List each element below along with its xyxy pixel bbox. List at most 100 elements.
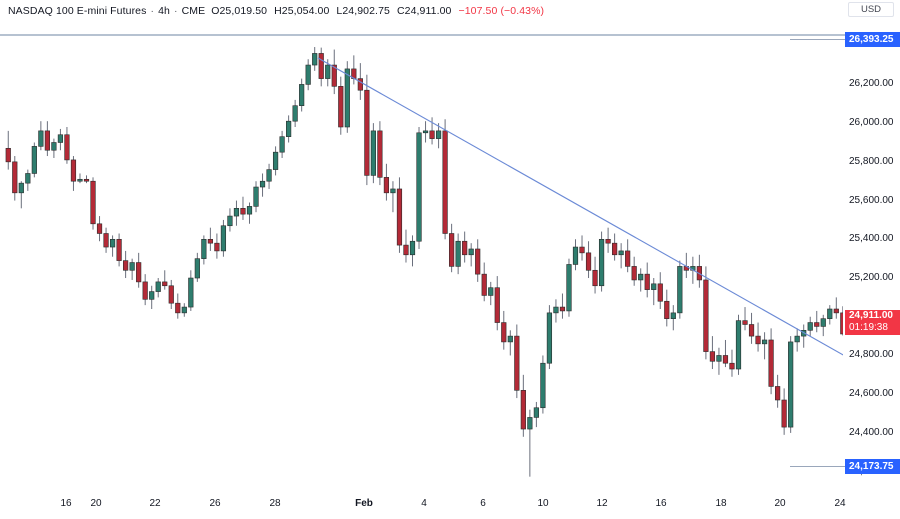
candle-body xyxy=(657,283,663,302)
candle-body xyxy=(201,238,207,259)
candle-body xyxy=(507,335,513,343)
candle-body xyxy=(292,105,298,122)
candle-body xyxy=(775,386,781,401)
last-price-badge[interactable]: 24,911.00 01:19:38 xyxy=(845,309,900,335)
candle-body xyxy=(25,173,31,184)
candle-body xyxy=(220,225,227,252)
candle-body xyxy=(279,136,285,153)
candle-body xyxy=(442,130,448,234)
candle-body xyxy=(625,250,631,267)
time-axis[interactable]: 16 20 22 26 28 Feb 4 6 10 12 16 18 20 24 xyxy=(0,491,846,519)
candle-body xyxy=(781,399,787,428)
candle-body xyxy=(96,223,103,234)
chart-legend: NASDAQ 100 E-mini Futures · 4h · CME O25… xyxy=(8,3,544,19)
candle-body xyxy=(807,322,813,331)
chart-plot-area[interactable] xyxy=(0,36,843,491)
time-tick: 16 xyxy=(655,498,667,509)
candle-body xyxy=(390,188,396,194)
price-tick: 24,800.00 xyxy=(849,349,894,361)
candle-body xyxy=(364,89,370,176)
candle-body xyxy=(449,233,455,267)
time-tick: Feb xyxy=(355,498,373,509)
candle-body xyxy=(520,390,526,430)
candle-body xyxy=(788,341,794,428)
candle-body xyxy=(155,281,161,292)
time-tick: 4 xyxy=(421,498,427,509)
candle-body xyxy=(527,417,533,430)
candle-body xyxy=(827,308,833,319)
candle-body xyxy=(592,269,598,287)
candle-body xyxy=(370,130,376,176)
candle-body xyxy=(755,335,761,345)
candle-body xyxy=(833,308,839,314)
price-axis[interactable]: 26,200.00 26,000.00 25,800.00 25,600.00 25,4… xyxy=(843,18,900,491)
candle-body xyxy=(742,320,748,325)
candle-body xyxy=(344,68,350,128)
candle-body xyxy=(716,355,722,362)
candle-body xyxy=(722,355,729,364)
candle-body xyxy=(312,53,318,66)
price-change-label: −107.50 (−0.43%) xyxy=(458,5,545,17)
candle-body xyxy=(403,244,409,256)
time-tick: 24 xyxy=(834,498,846,509)
candle-body xyxy=(44,130,50,151)
candle-body xyxy=(377,130,383,178)
symbol-name[interactable]: NASDAQ 100 E-mini Futures xyxy=(8,5,147,17)
candle-body xyxy=(18,182,24,194)
candle-body xyxy=(286,120,292,137)
header-divider xyxy=(0,34,900,36)
time-tick: 10 xyxy=(537,498,549,509)
candle-body xyxy=(651,283,657,290)
candle-body xyxy=(618,250,624,256)
candle-body xyxy=(253,186,259,207)
candle-body xyxy=(175,302,181,314)
candle-body xyxy=(272,151,279,170)
candle-body xyxy=(240,208,246,215)
candle-body xyxy=(585,252,592,271)
price-tick: 25,600.00 xyxy=(849,194,894,206)
candle-body xyxy=(481,273,487,296)
candle-body xyxy=(579,246,585,254)
candle-body xyxy=(12,161,18,194)
candle-body xyxy=(559,306,566,312)
candle-body xyxy=(259,180,266,188)
price-tick: 26,000.00 xyxy=(849,117,894,129)
candle-body xyxy=(325,64,331,79)
price-tick: 25,800.00 xyxy=(849,155,894,167)
trendline-descending-resistance[interactable] xyxy=(317,57,843,356)
candle-body xyxy=(83,178,90,182)
low-price-badge: 24,173.75 xyxy=(845,458,900,474)
candle-body xyxy=(149,291,155,300)
candle-body xyxy=(664,300,670,319)
time-tick: 18 xyxy=(715,498,727,509)
high-price-badge: 26,393.25 xyxy=(845,31,900,47)
price-tick: 24,400.00 xyxy=(849,426,894,438)
ohlc-low: L24,902.75 xyxy=(336,5,390,17)
time-tick: 20 xyxy=(774,498,786,509)
candle-body xyxy=(64,134,70,161)
currency-label[interactable]: USD xyxy=(848,2,894,17)
candle-body xyxy=(677,266,683,314)
candle-body xyxy=(703,279,709,352)
candle-body xyxy=(103,233,109,248)
candle-body xyxy=(109,238,116,248)
candle-body xyxy=(129,262,135,271)
candle-body xyxy=(136,262,142,283)
time-tick: 16 xyxy=(60,498,72,509)
candle-body xyxy=(246,206,253,215)
candle-body xyxy=(670,312,676,319)
candle-body xyxy=(51,142,57,151)
candle-body xyxy=(494,287,500,323)
candle-body xyxy=(553,306,559,314)
candle-body xyxy=(748,324,755,337)
candle-body xyxy=(331,64,337,87)
candle-body xyxy=(462,240,468,256)
price-tick: 25,200.00 xyxy=(849,272,894,284)
price-tick: 26,200.00 xyxy=(849,78,894,90)
candle-body xyxy=(422,130,429,134)
interval-label[interactable]: 4h xyxy=(158,5,170,17)
candle-body xyxy=(338,86,344,128)
candle-body xyxy=(357,78,363,91)
candle-body xyxy=(5,147,11,163)
bar-countdown: 01:19:38 xyxy=(849,322,888,333)
